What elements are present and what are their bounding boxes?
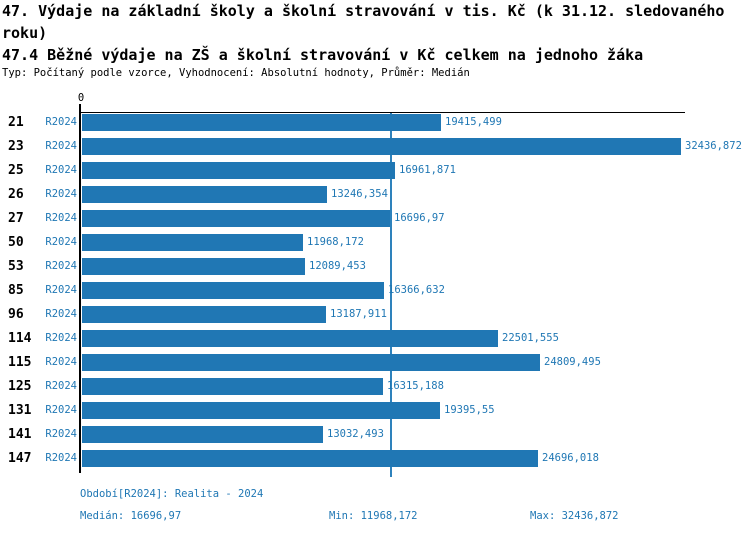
row-series-label: R2024 [45,116,77,128]
chart-row: 114 R2024 22501,555 [0,330,750,347]
bar-value-label: 19415,499 [445,116,502,128]
row-category-label: 25 [8,163,24,178]
row-series-label: R2024 [45,380,77,392]
chart-row: 53 R2024 12089,453 [0,258,750,275]
chart-row: 125 R2024 16315,188 [0,378,750,395]
bar-value-label: 11968,172 [307,236,364,248]
row-series-label: R2024 [45,260,77,272]
bar [82,210,390,227]
bar-value-label: 24809,495 [544,356,601,368]
row-category-label: 141 [8,427,32,442]
row-category-label: 114 [8,331,32,346]
bar-value-label: 16366,632 [388,284,445,296]
bar [82,114,441,131]
chart-row: 50 R2024 11968,172 [0,234,750,251]
row-series-label: R2024 [45,308,77,320]
row-series-label: R2024 [45,188,77,200]
bar [82,306,326,323]
row-category-label: 125 [8,379,32,394]
chart-row: 96 R2024 13187,911 [0,306,750,323]
chart-row: 115 R2024 24809,495 [0,354,750,371]
bar-value-label: 24696,018 [542,452,599,464]
max-stat: Max: 32436,872 [530,510,619,522]
row-series-label: R2024 [45,452,77,464]
x-axis-line [79,112,685,113]
row-category-label: 26 [8,187,24,202]
row-category-label: 96 [8,307,24,322]
median-reference-line [390,113,392,477]
row-series-label: R2024 [45,284,77,296]
row-series-label: R2024 [45,140,77,152]
bar-value-label: 16315,188 [387,380,444,392]
bar-value-label: 13187,911 [330,308,387,320]
chart-row: 25 R2024 16961,871 [0,162,750,179]
median-stat: Medián: 16696,97 [80,510,182,522]
chart-row: 147 R2024 24696,018 [0,450,750,467]
chart-title-line2: roku) [2,24,48,42]
row-category-label: 147 [8,451,32,466]
row-series-label: R2024 [45,332,77,344]
row-series-label: R2024 [45,236,77,248]
bar-value-label: 13246,354 [331,188,388,200]
bar [82,162,395,179]
chart-meta-info: Typ: Počítaný podle vzorce, Vyhodnocení:… [2,67,470,79]
bar-value-label: 16696,97 [394,212,445,224]
y-axis-line [79,104,81,473]
chart-row: 23 R2024 32436,872 [0,138,750,155]
bar-value-label: 16961,871 [399,164,456,176]
bar [82,402,440,419]
chart-row: 131 R2024 19395,55 [0,402,750,419]
chart-subtitle: 47.4 Běžné výdaje na ZŠ a školní stravov… [2,46,644,64]
period-legend: Období[R2024]: Realita - 2024 [80,488,264,500]
bar-value-label: 12089,453 [309,260,366,272]
bar-value-label: 19395,55 [444,404,495,416]
chart-row: 85 R2024 16366,632 [0,282,750,299]
bar-value-label: 32436,872 [685,140,742,152]
bar [82,426,323,443]
bar [82,354,540,371]
row-series-label: R2024 [45,404,77,416]
bar-value-label: 22501,555 [502,332,559,344]
row-category-label: 115 [8,355,32,370]
chart-row: 26 R2024 13246,354 [0,186,750,203]
chart-title-line1: 47. Výdaje na základní školy a školní st… [2,2,725,20]
row-category-label: 131 [8,403,32,418]
chart-row: 21 R2024 19415,499 [0,114,750,131]
row-category-label: 21 [8,115,24,130]
row-series-label: R2024 [45,164,77,176]
bar [82,450,538,467]
row-category-label: 50 [8,235,24,250]
chart-row: 27 R2024 16696,97 [0,210,750,227]
row-category-label: 53 [8,259,24,274]
bar [82,258,305,275]
row-category-label: 23 [8,139,24,154]
bar [82,234,303,251]
bar [82,330,498,347]
x-axis-zero-label: 0 [77,92,85,104]
row-series-label: R2024 [45,428,77,440]
chart-row: 141 R2024 13032,493 [0,426,750,443]
bar [82,282,384,299]
row-series-label: R2024 [45,356,77,368]
row-series-label: R2024 [45,212,77,224]
min-stat: Min: 11968,172 [329,510,418,522]
bar [82,378,383,395]
bar [82,138,681,155]
bar [82,186,327,203]
horizontal-bar-chart: 0 21 R2024 19415,499 23 R2024 32436,872 25 R202… [0,92,750,482]
row-category-label: 85 [8,283,24,298]
bar-value-label: 13032,493 [327,428,384,440]
row-category-label: 27 [8,211,24,226]
